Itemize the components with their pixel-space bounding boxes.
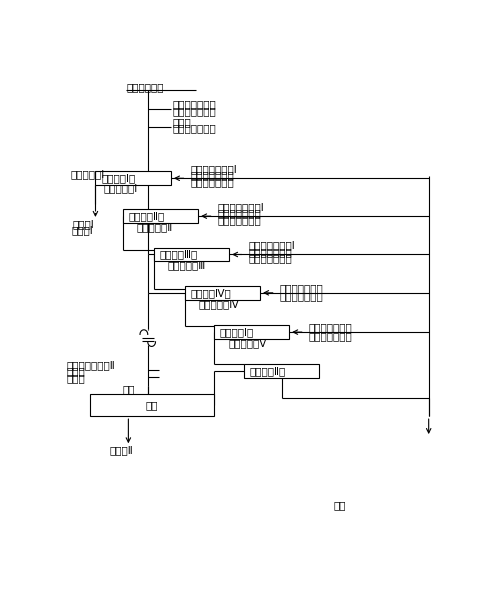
Text: 硫化剂＋活化剂: 硫化剂＋活化剂: [280, 283, 323, 293]
Text: 铜精矿Ⅰ: 铜精矿Ⅰ: [71, 225, 93, 235]
Text: 氧化铜矿原矿: 氧化铜矿原矿: [126, 82, 164, 92]
Text: 后阶段浮选Ⅴ: 后阶段浮选Ⅴ: [228, 338, 266, 348]
Text: 硫化剂＋活化剂: 硫化剂＋活化剂: [248, 247, 292, 257]
Text: 后阶段浮选Ⅳ: 后阶段浮选Ⅳ: [198, 299, 239, 309]
Text: 硫化剂＋活化剂: 硫化剂＋活化剂: [190, 170, 234, 181]
Text: （即粗选Ⅰ）: （即粗选Ⅰ）: [101, 173, 136, 183]
Text: 捕收剂＋起泡剂: 捕收剂＋起泡剂: [218, 215, 261, 225]
Text: 硫化剂: 硫化剂: [66, 367, 85, 376]
Bar: [244, 364, 320, 379]
Text: 矿化泡沫调整剂Ⅰ: 矿化泡沫调整剂Ⅰ: [248, 240, 295, 250]
Text: 硫化剂＋活化剂: 硫化剂＋活化剂: [308, 322, 352, 332]
Text: 硫化剂: 硫化剂: [173, 117, 192, 127]
Text: （即粗选Ⅳ）: （即粗选Ⅳ）: [190, 288, 231, 298]
Text: 精选: 精选: [122, 385, 135, 394]
Text: 调浆至合适浓度: 调浆至合适浓度: [173, 106, 216, 116]
Text: 前阶段浮选Ⅰ: 前阶段浮选Ⅰ: [70, 170, 104, 179]
Text: 矿化泡沫调整剂Ⅰ: 矿化泡沫调整剂Ⅰ: [190, 164, 237, 174]
Text: 硫化剂＋活化剂: 硫化剂＋活化剂: [218, 208, 261, 218]
Bar: [122, 209, 198, 223]
Text: 捕收剂: 捕收剂: [66, 373, 85, 383]
Text: 铜精矿Ⅰ: 铜精矿Ⅰ: [72, 220, 94, 229]
Bar: [154, 248, 229, 262]
Text: （即扫选Ⅰ）: （即扫选Ⅰ）: [220, 327, 254, 337]
Text: 精选: 精选: [146, 400, 158, 410]
Bar: [214, 325, 289, 339]
Text: 捕收剂＋起泡剂: 捕收剂＋起泡剂: [280, 292, 323, 302]
Text: （即粗选Ⅲ）: （即粗选Ⅲ）: [160, 250, 198, 259]
Text: 后阶段浮选Ⅲ: 后阶段浮选Ⅲ: [168, 260, 206, 270]
Text: 后阶段浮选Ⅰ: 后阶段浮选Ⅰ: [103, 184, 138, 193]
Text: 尾矿: 尾矿: [334, 500, 346, 511]
Text: 铜精矿Ⅱ: 铜精矿Ⅱ: [109, 445, 133, 455]
Text: 磨矿至合适细度: 磨矿至合适细度: [173, 100, 216, 109]
Text: 矿化泡沫调整剂Ⅰ: 矿化泡沫调整剂Ⅰ: [218, 202, 264, 212]
Text: （即扫选Ⅱ）: （即扫选Ⅱ）: [250, 367, 286, 376]
Text: 捕收剂＋起泡剂: 捕收剂＋起泡剂: [248, 253, 292, 263]
Bar: [184, 286, 260, 300]
Text: （即粗选Ⅱ）: （即粗选Ⅱ）: [128, 211, 164, 221]
Text: 捕收剂＋起泡剂: 捕收剂＋起泡剂: [173, 124, 216, 133]
Text: 后阶段浮选Ⅱ: 后阶段浮选Ⅱ: [137, 222, 173, 232]
Text: 捕收剂＋起泡剂: 捕收剂＋起泡剂: [308, 331, 352, 341]
Bar: [96, 172, 171, 185]
Bar: [90, 394, 214, 416]
Text: 捕收剂＋起泡剂: 捕收剂＋起泡剂: [190, 177, 234, 187]
Text: 矿化泡沫调整剂Ⅱ: 矿化泡沫调整剂Ⅱ: [66, 361, 115, 370]
